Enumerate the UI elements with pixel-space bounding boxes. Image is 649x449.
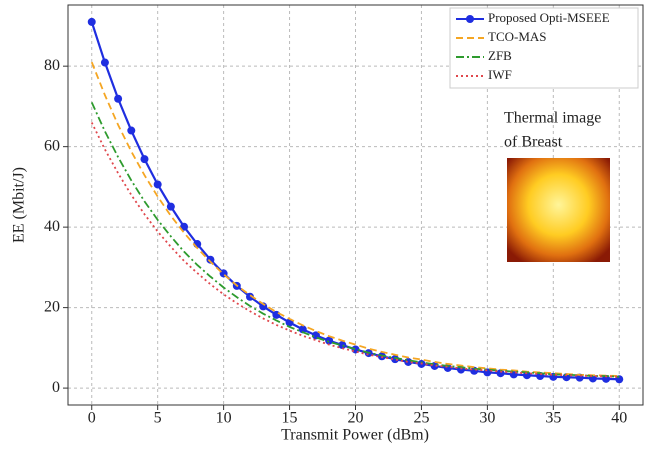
data-point <box>166 202 175 211</box>
data-point <box>298 325 307 334</box>
legend-label: IWF <box>488 67 512 82</box>
data-point <box>127 126 136 135</box>
annotation: Thermal image <box>504 110 601 127</box>
data-point <box>206 255 215 264</box>
legend-label: ZFB <box>488 48 512 63</box>
y-tick-label: 0 <box>52 379 60 396</box>
legend-label: Proposed Opti-MSEEE <box>488 10 610 25</box>
x-tick-label: 40 <box>611 410 627 427</box>
series-line <box>90 122 620 378</box>
legend-label: TCO-MAS <box>488 29 547 44</box>
data-point <box>325 336 334 345</box>
legend-box <box>449 7 639 89</box>
data-point <box>496 369 505 378</box>
data-point <box>100 58 109 67</box>
data-point <box>338 341 347 350</box>
y-tick-label: 60 <box>44 137 60 154</box>
data-point <box>391 355 400 364</box>
series-line <box>90 61 620 377</box>
x-tick-label: 10 <box>216 410 232 427</box>
x-axis-label: Transmit Power (dBm) <box>281 427 429 444</box>
x-tick-label: 25 <box>413 410 429 427</box>
data-point <box>87 17 96 26</box>
y-axis-label: EE (Mbit/J) <box>11 167 28 243</box>
x-tick-label: 20 <box>348 410 364 427</box>
annotation: of Breast <box>504 134 563 151</box>
thermal-image <box>507 158 610 262</box>
y-tick-label: 80 <box>44 57 60 74</box>
data-point <box>180 222 189 231</box>
plot-frame <box>67 4 644 406</box>
x-tick-label: 5 <box>154 410 162 427</box>
x-tick-label: 35 <box>545 410 561 427</box>
legend-marker <box>466 15 474 23</box>
data-point <box>153 180 162 189</box>
data-point <box>114 94 123 103</box>
data-point <box>245 292 254 301</box>
x-tick-label: 0 <box>88 410 96 427</box>
data-point <box>272 310 281 319</box>
y-tick-label: 40 <box>44 218 60 235</box>
x-tick-label: 15 <box>282 410 298 427</box>
y-tick-label: 20 <box>44 298 60 315</box>
x-tick-label: 30 <box>479 410 495 427</box>
data-point <box>140 155 149 164</box>
